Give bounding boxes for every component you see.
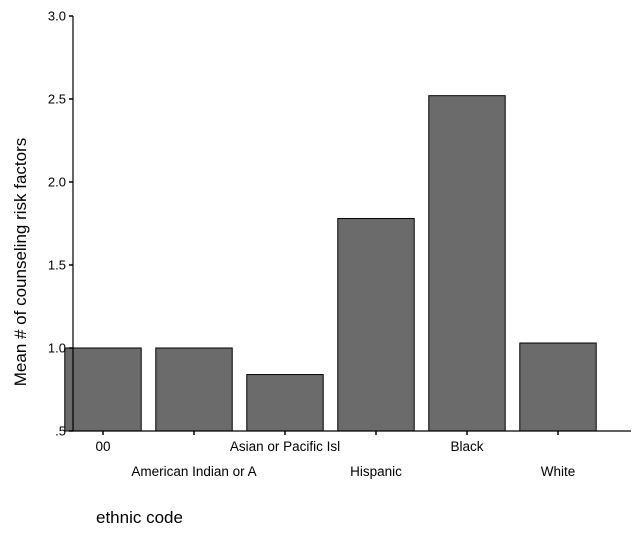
bar [246,374,324,432]
x-tick-label: American Indian or A [131,464,256,479]
x-tick-label: White [541,464,576,479]
bar [64,347,142,432]
bar [519,342,597,432]
y-axis-title: Mean # of counseling risk factors [11,138,30,387]
bar [337,218,415,432]
y-tick-label: 1.0 [48,341,66,356]
axes-layer [69,15,631,435]
y-tick-label: .5 [55,424,66,439]
bars-layer [64,95,597,432]
x-tick-label: Black [450,439,483,454]
y-tick-label: 2.5 [48,92,66,107]
y-tick-label: 1.5 [48,258,66,273]
x-tick-label: Hispanic [350,464,402,479]
x-tick-label: 00 [95,439,110,454]
x-tick-label: Asian or Pacific Isl [230,439,340,454]
y-tick-label: 2.0 [48,175,66,190]
x-axis-title: ethnic code [96,508,183,527]
bar [428,95,506,432]
labels-layer: .5 1.0 1.5 2.0 2.5 3.0 00 American Indian or A A… [48,9,575,480]
y-tick-label: 3.0 [48,9,66,24]
bar [155,347,233,432]
